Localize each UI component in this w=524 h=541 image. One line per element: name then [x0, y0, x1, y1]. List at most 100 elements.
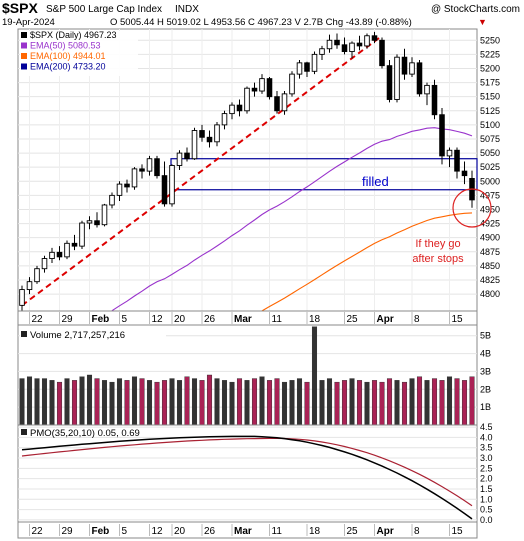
price-tick-label: 4875: [480, 247, 500, 257]
legend-entry: EMA(50) 5080.53: [30, 41, 101, 51]
date-tick-label: 25: [347, 314, 359, 325]
candle-down: [454, 149, 460, 172]
candle-down: [386, 65, 393, 100]
date-tick-label: 22: [32, 526, 44, 537]
legend-bg: [20, 31, 138, 76]
volume-bar: [446, 376, 453, 426]
volume-bar: [416, 376, 423, 426]
candle-down: [401, 56, 408, 75]
volume-bar: [146, 380, 153, 426]
pmo-tick-label: 0.0: [480, 515, 493, 525]
candle-up: [109, 194, 115, 206]
volume-bar: [199, 380, 205, 426]
volume-bar: [64, 378, 70, 426]
stops-circle: [452, 188, 492, 228]
volume-bar: [281, 381, 288, 426]
candle-down: [161, 175, 168, 205]
candle-down: [94, 220, 100, 226]
candle-up: [41, 258, 48, 270]
volume-bar: [206, 374, 213, 426]
candle-down: [274, 96, 280, 112]
volume-bar: [334, 381, 340, 426]
candle-down: [139, 168, 145, 172]
pmo-tick-label: 2.0: [480, 474, 493, 484]
date-tick-label: 12: [152, 314, 164, 325]
candle-up: [349, 42, 355, 53]
date-tick-label: Mar: [234, 526, 252, 537]
date-label: 19-Apr-2024: [2, 17, 55, 28]
price-tick-label: 5050: [480, 148, 500, 158]
candle-down: [439, 114, 445, 157]
volume-bar: [229, 381, 235, 426]
volume-bar: [221, 380, 228, 426]
volume-bar: [439, 380, 445, 426]
volume-tick-label: 4B: [480, 349, 491, 359]
pmo-panel: 0.00.51.01.52.02.53.03.54.04.5 PMO(35,20…: [17, 422, 493, 525]
volume-bar: [266, 380, 273, 426]
volume-bar: [356, 380, 363, 426]
candle-up: [394, 56, 400, 100]
volume-bar: [214, 378, 220, 426]
price-tick-label: 5200: [480, 63, 500, 73]
price-tick-label: 4850: [480, 261, 500, 271]
price-tick-label: 5125: [480, 106, 500, 116]
volume-bar: [139, 378, 145, 426]
volume-bar: [296, 378, 303, 426]
volume-tick-label: 1B: [480, 402, 491, 412]
date-tick-label: 20: [174, 314, 186, 325]
rising-trendline: [21, 34, 383, 307]
volume-bar: [124, 380, 130, 426]
candle-down: [461, 170, 468, 177]
candle-up: [326, 39, 333, 50]
pmo-tick-label: 0.5: [480, 505, 493, 515]
candle-up: [311, 53, 318, 72]
pmo-swatch: [21, 429, 27, 435]
ema50-line: [111, 127, 473, 312]
volume-bar: [131, 376, 138, 426]
candle-up: [214, 124, 220, 143]
volume-swatch: [21, 331, 27, 337]
candle-down: [184, 152, 190, 160]
date-tick-label: Mar: [234, 314, 252, 325]
date-tick-label: 5: [122, 526, 128, 537]
pmo-line: [21, 435, 473, 520]
legend-entry: EMA(100) 4944.01: [30, 51, 106, 61]
price-tick-label: 5225: [480, 49, 500, 59]
volume-bar: [431, 378, 438, 426]
date-tick-label: 22: [32, 314, 44, 325]
candle-up: [259, 78, 265, 92]
volume-bars: [19, 326, 475, 426]
volume-bar: [259, 376, 265, 426]
candle-up: [49, 251, 55, 259]
pmo-panel-frame: [17, 424, 478, 523]
pmo-tick-label: 2.5: [480, 463, 493, 473]
pmo-tick-label: 4.0: [480, 432, 493, 442]
candle-up: [296, 62, 303, 75]
volume-bar: [116, 378, 123, 426]
pmo-tick-label: 4.5: [480, 422, 493, 432]
date-tick-label: 20: [174, 526, 186, 537]
price-tick-label: 5150: [480, 92, 500, 102]
volume-bar: [319, 380, 325, 426]
legend-swatch: [21, 63, 27, 70]
volume-label: Volume 2,717,257,216: [30, 330, 125, 341]
volume-bar: [244, 380, 250, 426]
legend-entry: EMA(200) 4733.20: [30, 62, 106, 72]
volume-bar: [26, 376, 33, 426]
candle-down: [431, 84, 438, 116]
date-tick-label: 26: [204, 526, 216, 537]
candle-up: [221, 113, 228, 126]
volume-bar: [364, 381, 370, 426]
volume-tick-label: 2B: [480, 384, 491, 394]
candle-down: [251, 87, 258, 92]
change-down-icon: ▼: [478, 17, 487, 27]
volume-bar: [191, 378, 198, 426]
price-tick-label: 5025: [480, 162, 500, 172]
volume-bar: [304, 381, 310, 426]
price-tick-label: 4925: [480, 219, 500, 229]
price-tick-label: 5000: [480, 176, 500, 186]
symbol-label: $SPX: [2, 0, 38, 16]
volume-bar: [71, 380, 78, 426]
volume-bar: [251, 378, 258, 426]
volume-bar: [371, 380, 378, 426]
